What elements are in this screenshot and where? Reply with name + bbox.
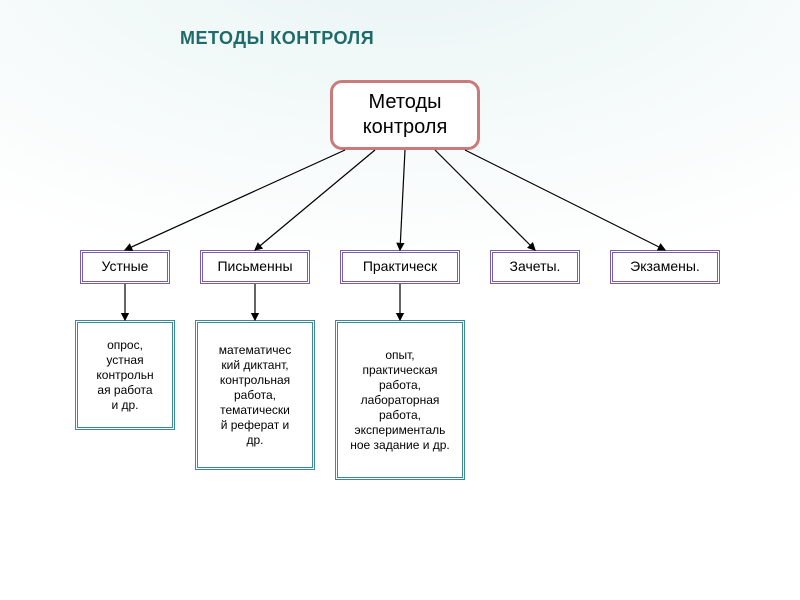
diagram-container: Методыконтроля Устные Письменны Практиче… <box>0 70 800 600</box>
connectors-svg <box>0 70 800 600</box>
slide-title: МЕТОДЫ КОНТРОЛЯ <box>180 28 374 49</box>
